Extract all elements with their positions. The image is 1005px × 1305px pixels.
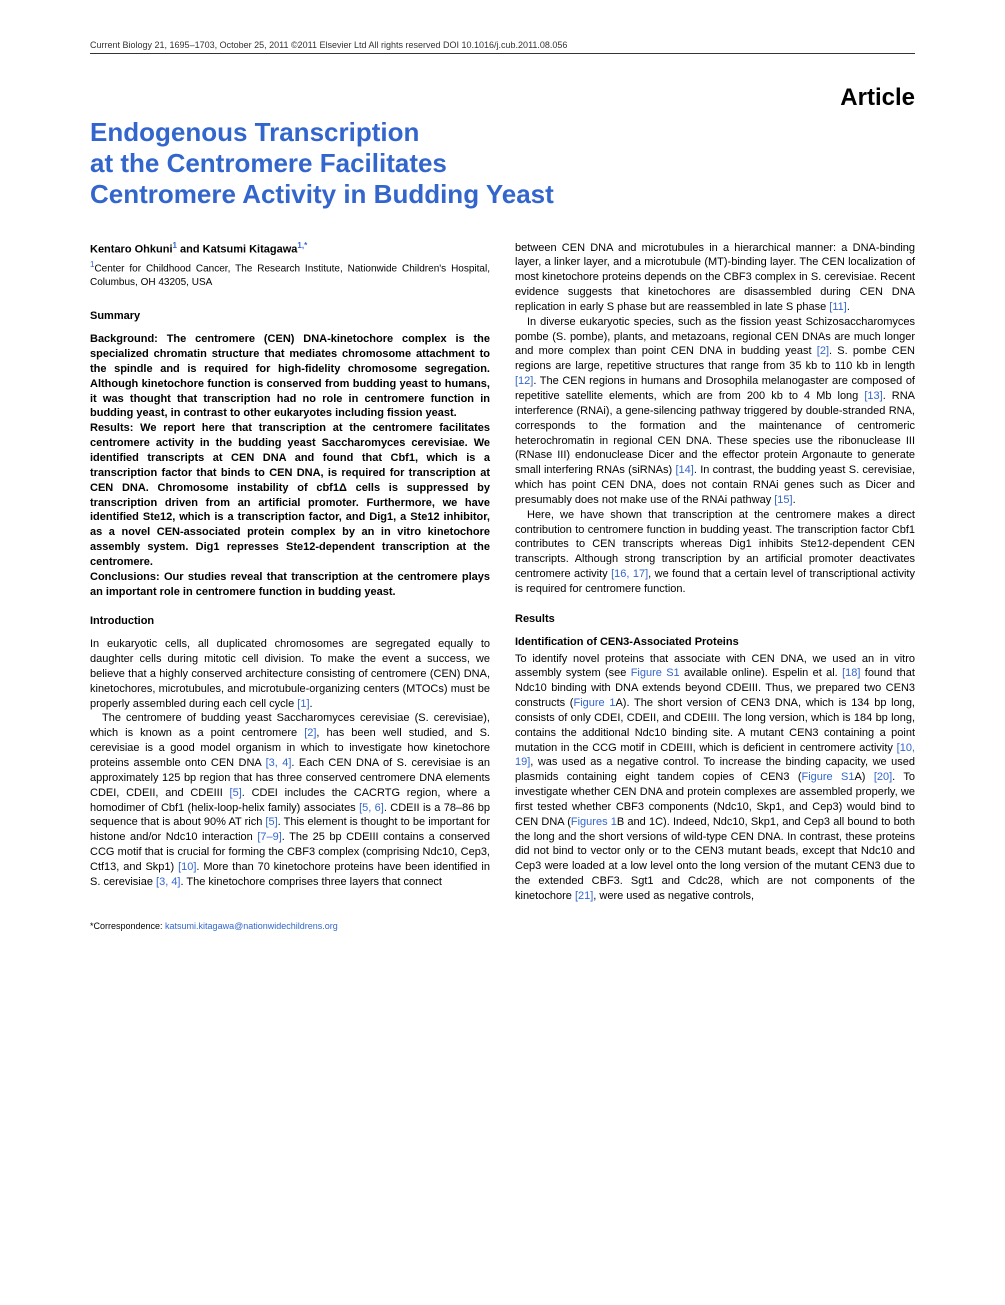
ref-5-6[interactable]: [5, 6] (359, 802, 384, 814)
col2-p1b: . (847, 301, 850, 313)
col2-paragraph-2: In diverse eukaryotic species, such as t… (515, 315, 915, 508)
intro-paragraph-1: In eukaryotic cells, all duplicated chro… (90, 637, 490, 711)
col2-paragraph-1: between CEN DNA and microtubules in a hi… (515, 241, 915, 315)
intro-p1-text: In eukaryotic cells, all duplicated chro… (90, 638, 490, 709)
ref-2[interactable]: [2] (304, 727, 316, 739)
res-p1b: available online). Espelin et al. (680, 667, 842, 679)
correspondence-email[interactable]: katsumi.kitagawa@nationwidechildrens.org (165, 921, 338, 931)
correspondence-label: *Correspondence: (90, 921, 165, 931)
col2-p2c: . The CEN regions in humans and Drosophi… (515, 375, 915, 402)
ref-5b[interactable]: [5] (265, 816, 277, 828)
ref-21[interactable]: [21] (575, 890, 593, 902)
two-column-layout: Kentaro Ohkuni1 and Katsumi Kitagawa1,* … (90, 241, 915, 932)
intro-paragraph-2: The centromere of budding yeast Saccharo… (90, 711, 490, 889)
res-p1i: , were used as negative controls, (593, 890, 754, 902)
intro-p1-end: . (310, 698, 313, 710)
ref-11[interactable]: [11] (829, 301, 847, 313)
summary-conclusions: Conclusions: Our studies reveal that tra… (90, 570, 490, 600)
fig-1b[interactable]: Figures 1 (571, 816, 617, 828)
summary-background: Background: The centromere (CEN) DNA-kin… (90, 332, 490, 421)
right-column: between CEN DNA and microtubules in a hi… (515, 241, 915, 932)
header-citation: Current Biology 21, 1695–1703, October 2… (90, 40, 915, 54)
ref-10[interactable]: [10] (178, 861, 196, 873)
author-list: Kentaro Ohkuni1 and Katsumi Kitagawa1,* (90, 241, 490, 258)
ref-13[interactable]: [13] (864, 390, 882, 402)
ref-3-4b[interactable]: [3, 4] (156, 876, 180, 888)
ref-3-4[interactable]: [3, 4] (266, 757, 292, 769)
results-paragraph-1: To identify novel proteins that associat… (515, 652, 915, 904)
author-1: Kentaro Ohkuni (90, 243, 173, 255)
title-line-3: Centromere Activity in Budding Yeast (90, 179, 554, 209)
left-column: Kentaro Ohkuni1 and Katsumi Kitagawa1,* … (90, 241, 490, 932)
summary-heading: Summary (90, 309, 490, 324)
ref-7-9[interactable]: [7–9] (257, 831, 281, 843)
author-and: and (177, 243, 203, 255)
introduction-heading: Introduction (90, 614, 490, 629)
col2-p1a: between CEN DNA and microtubules in a hi… (515, 242, 915, 313)
results-text: We report here that transcription at the… (90, 422, 490, 568)
results-subheading: Identification of CEN3-Associated Protei… (515, 635, 915, 650)
ref-18[interactable]: [18] (842, 667, 860, 679)
results-label: Results: (90, 422, 133, 434)
background-text: The centromere (CEN) DNA-kinetochore com… (90, 333, 490, 419)
col2-p2f: . (793, 494, 796, 506)
title-line-2: at the Centromere Facilitates (90, 148, 447, 178)
author-2-affil-sup: 1,* (297, 241, 307, 250)
results-sub-text: Identification of CEN3-Associated Protei… (515, 636, 739, 648)
fig-s1a[interactable]: Figure S1 (801, 771, 854, 783)
ref-15[interactable]: [15] (774, 494, 792, 506)
title-line-1: Endogenous Transcription (90, 117, 419, 147)
ref-16-17[interactable]: [16, 17] (611, 568, 648, 580)
affil-text: Center for Childhood Cancer, The Researc… (90, 263, 490, 288)
author-2: Katsumi Kitagawa (203, 243, 298, 255)
correspondence-footer: *Correspondence: katsumi.kitagawa@nation… (90, 920, 490, 932)
ref-14[interactable]: [14] (675, 464, 693, 476)
fig-s1[interactable]: Figure S1 (631, 667, 680, 679)
intro-p2i: . The kinetochore comprises three layers… (181, 876, 443, 888)
summary-results: Results: We report here that transcripti… (90, 421, 490, 569)
page-container: Current Biology 21, 1695–1703, October 2… (0, 0, 1005, 972)
ref-12[interactable]: [12] (515, 375, 533, 387)
affiliation: 1Center for Childhood Cancer, The Resear… (90, 260, 490, 289)
res-p1f: A) (854, 771, 873, 783)
ref-20[interactable]: [20] (874, 771, 892, 783)
col2-paragraph-3: Here, we have shown that transcription a… (515, 508, 915, 597)
ref-1[interactable]: [1] (297, 698, 309, 710)
article-title: Endogenous Transcription at the Centrome… (90, 117, 915, 211)
fig-1a[interactable]: Figure 1 (573, 697, 615, 709)
ref-2b[interactable]: [2] (817, 345, 829, 357)
conclusions-label: Conclusions: (90, 571, 160, 583)
ref-5[interactable]: [5] (230, 787, 242, 799)
article-type-label: Article (90, 84, 915, 112)
background-label: Background: (90, 333, 158, 345)
results-heading: Results (515, 612, 915, 627)
